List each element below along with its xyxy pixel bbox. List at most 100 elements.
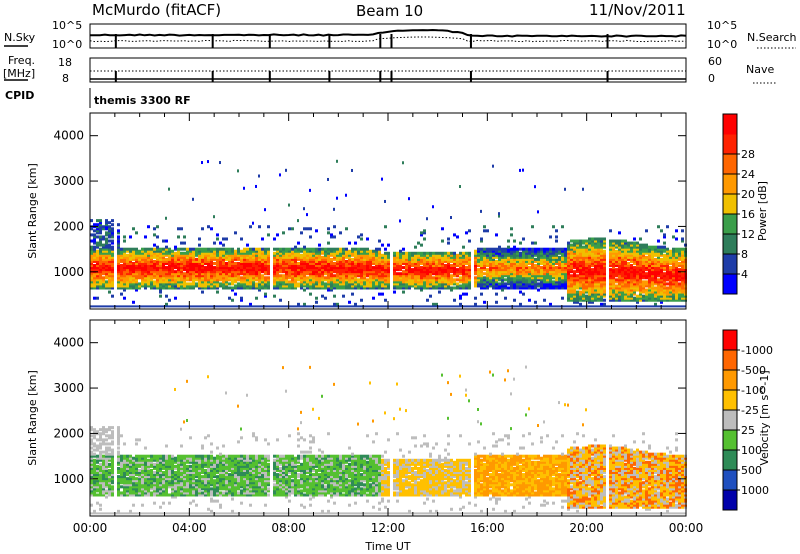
heatmap-cell xyxy=(195,284,198,288)
heatmap-cell xyxy=(567,255,570,259)
heatmap-cell xyxy=(309,188,311,192)
heatmap-cell xyxy=(498,272,501,276)
heatmap-cell xyxy=(210,255,213,259)
heatmap-cell xyxy=(639,292,642,296)
heatmap-cell xyxy=(138,286,141,290)
heatmap-cell xyxy=(144,464,147,468)
heatmap-cell xyxy=(108,479,111,483)
heatmap-cell xyxy=(534,241,537,245)
heatmap-cell xyxy=(129,276,132,280)
heatmap-cell xyxy=(93,442,96,446)
heatmap-cell xyxy=(570,292,573,296)
heatmap-cell xyxy=(129,284,132,288)
heatmap-cell xyxy=(117,270,120,274)
heatmap-cell xyxy=(651,298,654,302)
heatmap-cell xyxy=(273,261,276,265)
heatmap-cell xyxy=(96,235,99,239)
heatmap-cell xyxy=(282,257,285,261)
heatmap-cell xyxy=(612,288,615,292)
heatmap-cell xyxy=(675,266,678,270)
heatmap-cell xyxy=(327,264,330,268)
heatmap-cell xyxy=(543,280,546,284)
freq-tick-bottom: 8 xyxy=(62,72,69,85)
heatmap-cell xyxy=(531,259,534,263)
heatmap-cell xyxy=(183,247,186,251)
heatmap-cell xyxy=(573,241,576,245)
heatmap-cell xyxy=(540,278,543,282)
heatmap-cell xyxy=(567,288,570,292)
heatmap-cell xyxy=(429,286,432,290)
heatmap-cell xyxy=(303,302,306,306)
heatmap-cell xyxy=(177,276,180,280)
heatmap-cell xyxy=(669,270,672,274)
heatmap-cell xyxy=(612,272,615,276)
heatmap-cell xyxy=(630,296,633,300)
heatmap-cell xyxy=(225,264,228,268)
heatmap-cell xyxy=(498,266,501,270)
heatmap-cell xyxy=(591,255,594,259)
heatmap-cell xyxy=(120,255,123,259)
heatmap-cell xyxy=(654,251,657,255)
heatmap-cell xyxy=(579,247,582,251)
heatmap-cell xyxy=(93,428,96,432)
heatmap-cell xyxy=(639,247,642,251)
heatmap-cell xyxy=(657,268,660,272)
heatmap-cell xyxy=(327,249,330,253)
heatmap-cell xyxy=(171,280,174,284)
heatmap-cell xyxy=(561,282,564,286)
heatmap-cell xyxy=(180,251,183,255)
heatmap-cell xyxy=(99,483,102,487)
heatmap-cell xyxy=(663,298,666,302)
heatmap-cell xyxy=(519,286,522,290)
heatmap-cell xyxy=(279,270,282,274)
heatmap-cell xyxy=(402,276,405,280)
heatmap-cell xyxy=(489,266,492,270)
heatmap-cell xyxy=(663,233,666,237)
heatmap-cell xyxy=(558,270,561,274)
heatmap-cell xyxy=(339,274,342,278)
heatmap-cell xyxy=(108,253,111,257)
heatmap-cell xyxy=(624,274,627,278)
heatmap-cell xyxy=(150,266,153,270)
heatmap-cell xyxy=(267,249,270,253)
heatmap-cell xyxy=(480,272,483,276)
heatmap-cell xyxy=(603,239,606,243)
heatmap-cell xyxy=(474,282,477,286)
heatmap-cell xyxy=(459,255,462,259)
heatmap-cell xyxy=(108,442,111,446)
heatmap-cell xyxy=(351,284,354,288)
heatmap-cell xyxy=(591,282,594,286)
heatmap-cell xyxy=(615,286,618,290)
heatmap-cell xyxy=(405,255,408,259)
heatmap-cell xyxy=(579,294,582,298)
heatmap-cell xyxy=(135,280,138,284)
heatmap-cell xyxy=(669,259,672,263)
heatmap-cell xyxy=(612,298,615,302)
heatmap-cell xyxy=(102,493,105,497)
heatmap-cell xyxy=(117,509,120,513)
heatmap-cell xyxy=(510,264,513,268)
heatmap-cell xyxy=(579,264,582,268)
heatmap-cell xyxy=(540,259,543,263)
heatmap-cell xyxy=(276,268,279,272)
heatmap-cell xyxy=(675,237,678,241)
heatmap-cell xyxy=(300,268,303,272)
heatmap-cell xyxy=(591,284,594,288)
heatmap-cell xyxy=(645,268,648,272)
heatmap-cell xyxy=(501,255,504,259)
heatmap-cell xyxy=(102,438,105,442)
heatmap-cell xyxy=(525,247,528,251)
heatmap-cell xyxy=(600,282,603,286)
heatmap-cell xyxy=(666,294,669,298)
heatmap-cell xyxy=(378,247,381,251)
heatmap-cell xyxy=(144,477,147,481)
heatmap-cell xyxy=(99,458,102,462)
heatmap-cell xyxy=(378,282,381,286)
heatmap-cell xyxy=(117,245,120,249)
heatmap-cell xyxy=(366,253,369,257)
heatmap-cell xyxy=(600,245,603,249)
heatmap-cell xyxy=(450,282,453,286)
heatmap-cell xyxy=(222,278,225,282)
heatmap-cell xyxy=(336,264,339,268)
heatmap-cell xyxy=(672,288,675,292)
